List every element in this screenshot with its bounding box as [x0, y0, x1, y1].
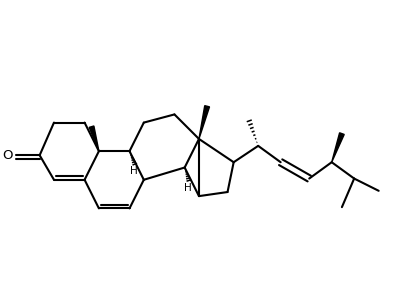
Polygon shape [198, 106, 209, 139]
Polygon shape [331, 133, 344, 162]
Polygon shape [89, 126, 99, 151]
Text: O: O [2, 149, 13, 162]
Text: H: H [183, 182, 191, 192]
Text: H: H [129, 166, 137, 176]
